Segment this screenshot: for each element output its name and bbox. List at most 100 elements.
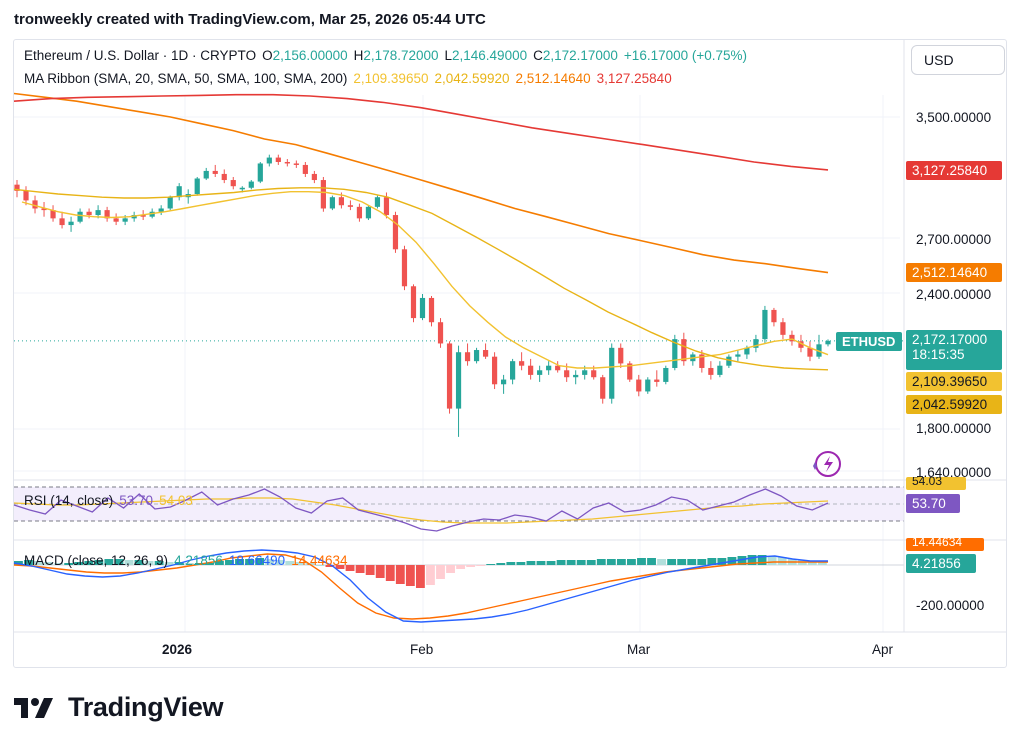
price-tick: 3,500.00000 bbox=[916, 110, 992, 125]
macd-histogram-bar bbox=[124, 560, 134, 565]
macd-histogram-bar bbox=[647, 558, 656, 565]
macd-histogram-bar bbox=[44, 562, 53, 565]
candle-body bbox=[555, 365, 561, 371]
candle-body bbox=[23, 190, 29, 201]
rsi-line bbox=[13, 488, 829, 532]
low-value: 2,146.49000 bbox=[452, 48, 528, 63]
candle-body bbox=[302, 164, 308, 174]
candle-body bbox=[32, 200, 38, 209]
macd-histogram-bar bbox=[84, 561, 94, 565]
high-label: H bbox=[353, 48, 364, 63]
candle-body bbox=[726, 356, 732, 366]
candle-body bbox=[482, 350, 489, 357]
rsi-ma-line bbox=[13, 497, 829, 524]
candle-body bbox=[194, 178, 200, 195]
macd-histogram-bar bbox=[677, 559, 687, 565]
macd-histogram-bar bbox=[737, 556, 747, 565]
candle-body bbox=[365, 206, 372, 219]
macd-histogram-bar bbox=[707, 558, 717, 565]
candle-body bbox=[338, 197, 344, 206]
candle-body bbox=[68, 221, 74, 226]
currency-button[interactable]: USD bbox=[911, 45, 1005, 75]
macd-legend[interactable]: MACD (close, 12, 26, 9) 4.21856 18.66490 14… bbox=[24, 553, 354, 568]
sma100-value: 2,512.14640 bbox=[515, 71, 591, 86]
candle-body bbox=[600, 377, 606, 399]
candle-body bbox=[383, 197, 390, 216]
macd-histogram-bar bbox=[536, 561, 546, 565]
rsi-ma-price-tag: 54.03 bbox=[906, 477, 966, 490]
candle-body bbox=[284, 161, 290, 164]
candle-body bbox=[239, 187, 245, 190]
macd-histogram-bar bbox=[395, 565, 405, 584]
macd-histogram-bar bbox=[456, 565, 466, 569]
candle-body bbox=[176, 186, 182, 198]
macd-histogram-bar bbox=[757, 555, 767, 565]
macd-histogram-bar bbox=[265, 559, 275, 565]
candle-body bbox=[762, 309, 768, 340]
candle-body bbox=[582, 370, 588, 375]
candle-body bbox=[41, 208, 47, 211]
macd-histogram-bar bbox=[436, 565, 445, 579]
candle-body bbox=[681, 339, 687, 362]
candle-body bbox=[347, 205, 354, 207]
sma100-price-tag: 2,512.14640 bbox=[906, 263, 1002, 282]
macd-histogram-bar bbox=[616, 559, 626, 565]
candle-body bbox=[546, 365, 552, 371]
candle-body bbox=[113, 218, 119, 222]
symbol-legend[interactable]: Ethereum / U.S. Dollar · 1D · CRYPTO O2,1… bbox=[24, 48, 753, 63]
macd-hist-price-tag: 4.21856 bbox=[906, 554, 976, 573]
macd-histogram-bar bbox=[576, 560, 586, 565]
candle-body bbox=[780, 322, 786, 335]
candle-body bbox=[437, 322, 444, 344]
candle-body bbox=[419, 297, 426, 319]
candle-body bbox=[356, 206, 363, 219]
tradingview-brand: TradingView bbox=[14, 692, 224, 723]
candle-body bbox=[618, 347, 624, 364]
macd-histogram-bar bbox=[225, 560, 234, 565]
candle-body bbox=[609, 347, 615, 399]
candle-body bbox=[293, 163, 299, 165]
candle-body bbox=[771, 309, 777, 323]
close-label: C bbox=[533, 48, 543, 63]
price-tick: 2,400.00000 bbox=[916, 287, 992, 302]
macd-histogram-bar bbox=[285, 561, 295, 565]
macd-histogram-bar bbox=[345, 565, 355, 571]
chart-frame bbox=[13, 39, 1007, 668]
candle-body bbox=[401, 249, 408, 287]
ma-ribbon-legend[interactable]: MA Ribbon (SMA, 20, SMA, 50, SMA, 100, S… bbox=[24, 71, 678, 86]
time-tick: Mar bbox=[627, 642, 651, 657]
candle-body bbox=[428, 297, 435, 323]
macd-histogram-bar bbox=[385, 565, 395, 581]
candle-body bbox=[446, 343, 453, 409]
macd-histogram-bar bbox=[506, 562, 516, 565]
macd-histogram-bar bbox=[34, 561, 43, 565]
candle-body bbox=[519, 361, 525, 366]
candle-body bbox=[203, 170, 209, 179]
macd-histogram-bar bbox=[184, 563, 194, 565]
tradingview-logo-icon bbox=[14, 697, 53, 718]
macd-histogram-bar bbox=[355, 565, 365, 573]
macd-histogram-bar bbox=[586, 560, 596, 565]
rsi-legend[interactable]: RSI (14, close) 53.70 54.03 bbox=[24, 493, 199, 508]
macd-signal-price-tag: 14.44634 bbox=[906, 538, 984, 551]
macd-histogram-bar bbox=[235, 559, 244, 565]
sma20-value: 2,109.39650 bbox=[353, 71, 429, 86]
macd-histogram-bar bbox=[405, 565, 415, 586]
candle-body bbox=[158, 208, 164, 212]
macd-histogram-bar bbox=[154, 561, 164, 565]
candle-body bbox=[212, 170, 218, 174]
macd-histogram-bar bbox=[807, 561, 817, 565]
macd-hist-value: 4.21856 bbox=[174, 553, 223, 568]
sma50-price-tag: 2,042.59920 bbox=[906, 395, 1002, 414]
sparkle-icon bbox=[813, 462, 817, 470]
price-tick: 1,800.00000 bbox=[916, 421, 992, 436]
rsi-title: RSI (14, close) bbox=[24, 493, 114, 508]
macd-histogram-bar bbox=[747, 555, 757, 565]
macd-histogram-bar bbox=[375, 565, 385, 578]
macd-title: MACD (close, 12, 26, 9) bbox=[24, 553, 169, 568]
macd-histogram-bar bbox=[245, 559, 254, 565]
macd-histogram-bar bbox=[365, 565, 375, 575]
symbol-tag: ETHUSD bbox=[836, 332, 902, 351]
macd-histogram-bar bbox=[335, 565, 345, 569]
